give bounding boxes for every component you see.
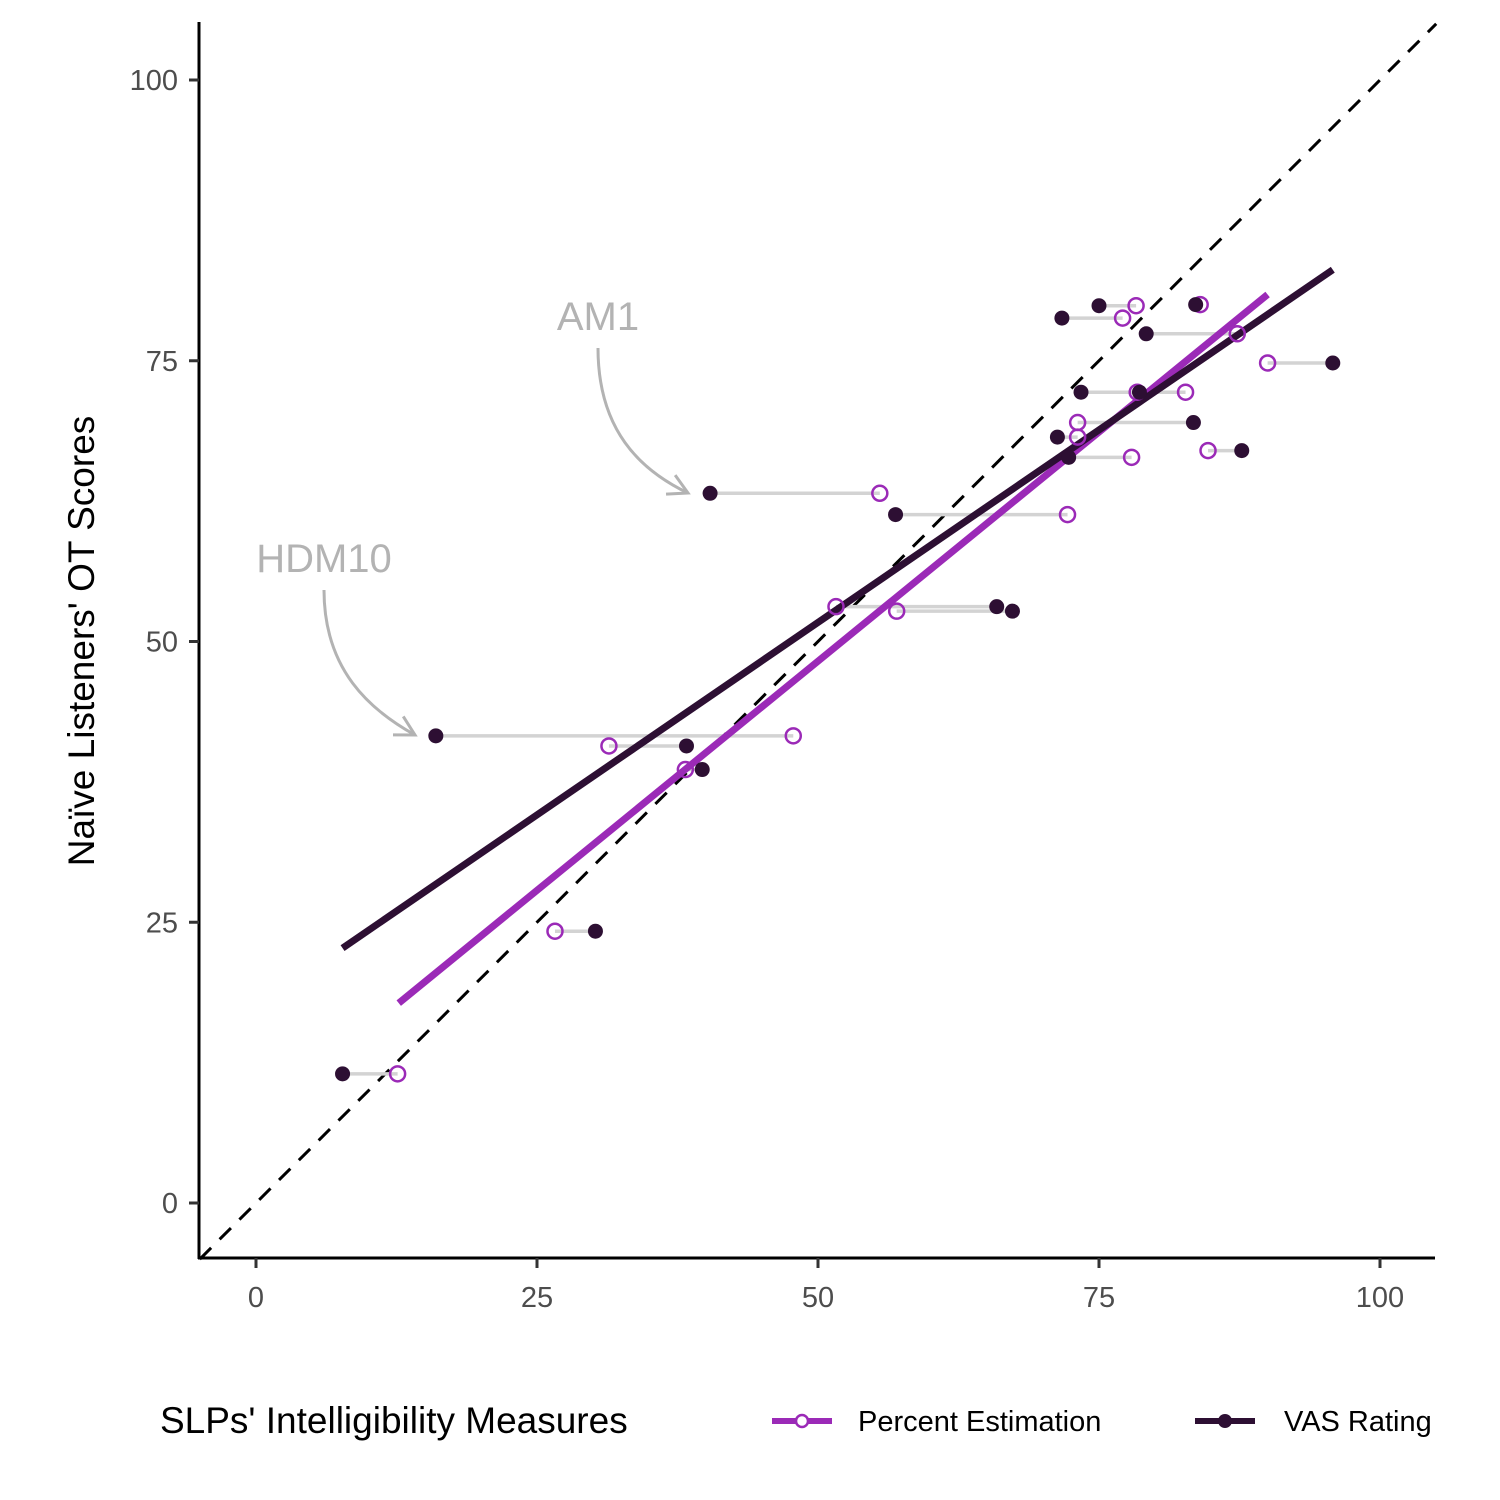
point-percent-estimation [1122, 448, 1141, 467]
fit-line-layer [340, 266, 1335, 1006]
point-vas-rating [428, 728, 444, 744]
point-vas-rating [587, 923, 603, 939]
point-vas-rating [1131, 384, 1147, 400]
point-percent-estimation [827, 597, 845, 616]
annotation-label-hdm10: HDM10 [256, 537, 392, 581]
x-tick-label: 25 [521, 1282, 553, 1314]
point-percent-estimation [1127, 296, 1145, 315]
annotation-label-am1: AM1 [557, 295, 639, 339]
legend: SLPs' Intelligibility Measures Percent E… [160, 1400, 1432, 1441]
point-vas-rating [989, 599, 1005, 615]
point-vas-rating [1073, 384, 1089, 400]
fit-line-vas-rating [340, 266, 1335, 951]
point-percent-estimation [1199, 441, 1217, 460]
x-tick-label: 100 [1356, 1282, 1404, 1314]
legend-item-vas-rating[interactable]: VAS Rating [1195, 1406, 1432, 1438]
point-vas-rating [694, 762, 710, 778]
identity-line [198, 22, 1438, 1261]
point-vas-rating [1325, 355, 1341, 371]
point-percent-estimation [1258, 354, 1277, 372]
connector-layer [342, 302, 1333, 1076]
legend-title: SLPs' Intelligibility Measures [160, 1400, 628, 1441]
identity-line-layer [198, 22, 1438, 1261]
point-vas-rating [1188, 297, 1204, 313]
arrowhead-icon [392, 715, 418, 737]
point-percent-estimation [1068, 413, 1087, 432]
tick-layer: 0 25 50 75 100 0 25 50 75 100 [130, 65, 1405, 1314]
point-percent-estimation [600, 737, 618, 755]
legend-label-vas-rating: VAS Rating [1284, 1406, 1432, 1438]
point-vas-rating [1061, 449, 1077, 465]
point-vas-rating [1185, 415, 1201, 431]
point-percent-estimation [676, 760, 695, 779]
annotation-arrow-hdm10 [322, 589, 416, 737]
y-tick-label: 0 [162, 1188, 178, 1220]
arrowhead-icon [665, 474, 691, 496]
annotation-layer: AM1 HDM10 [256, 295, 691, 737]
x-tick-label: 75 [1083, 1282, 1115, 1314]
x-tick-label: 0 [248, 1282, 264, 1314]
point-vas-rating [1054, 310, 1070, 326]
point-percent-estimation [546, 922, 564, 940]
point-percent-estimation [1176, 383, 1195, 401]
point-percent-estimation [871, 484, 889, 503]
point-percent-estimation [1058, 505, 1077, 524]
point-vas-rating [1091, 298, 1107, 314]
point-vas-rating [1049, 429, 1065, 445]
point-percent-estimation [388, 1065, 407, 1083]
point-vas-rating [888, 507, 904, 523]
legend-key-marker-vas-rating [1218, 1414, 1232, 1428]
point-percent-estimation [1113, 309, 1132, 327]
x-tick-label: 50 [802, 1282, 834, 1314]
point-vas-rating [1138, 326, 1154, 342]
point-vas-rating [678, 738, 694, 754]
legend-key-marker-percent-estimation [794, 1413, 810, 1429]
y-tick-label: 50 [146, 627, 178, 659]
legend-item-percent-estimation[interactable]: Percent Estimation [772, 1406, 1101, 1438]
annotation-arrow-am1 [596, 347, 689, 495]
point-vas-rating [1234, 443, 1250, 459]
point-percent-estimation [784, 727, 803, 745]
point-percent-estimation [1228, 325, 1247, 343]
point-vas-rating [1004, 603, 1020, 619]
y-axis-title: Naïve Listeners' OT Scores [61, 416, 102, 867]
y-tick-label: 100 [130, 65, 178, 97]
point-percent-estimation [887, 602, 906, 620]
legend-label-percent-estimation: Percent Estimation [858, 1406, 1101, 1438]
point-vas-rating [702, 485, 718, 501]
point-vas-rating [335, 1066, 351, 1082]
point-layer [335, 295, 1341, 1083]
y-tick-label: 25 [146, 907, 178, 939]
y-tick-label: 75 [146, 346, 178, 378]
